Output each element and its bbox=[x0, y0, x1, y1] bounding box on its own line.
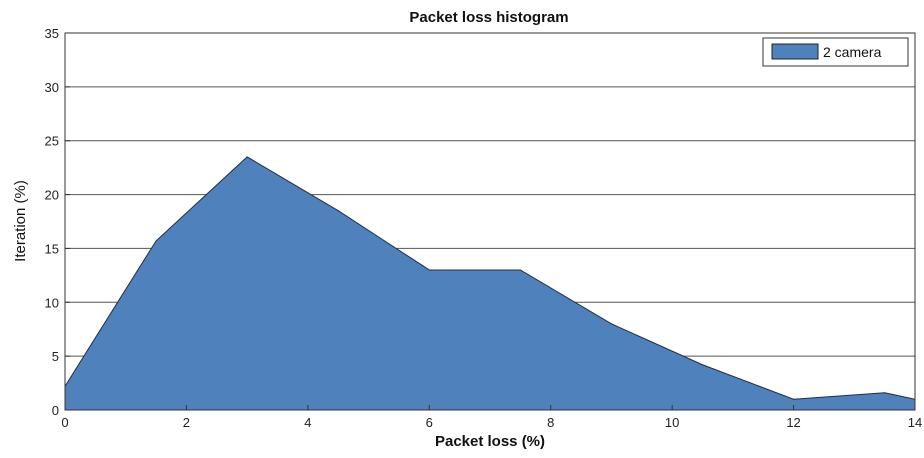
y-ticks: 0 5 10 15 20 25 30 35 bbox=[45, 26, 70, 418]
data-point-0-3 bbox=[337, 210, 339, 212]
legend-entry: 2 camera bbox=[823, 44, 882, 60]
data-point-0-2 bbox=[246, 156, 248, 158]
x-tick-label-2: 4 bbox=[304, 415, 311, 430]
x-tick-label-3: 6 bbox=[426, 415, 433, 430]
area-series-0 bbox=[64, 156, 916, 411]
x-tick-label-1: 2 bbox=[183, 415, 190, 430]
y-tick-label-1: 5 bbox=[52, 349, 59, 364]
data-point-0-1 bbox=[155, 240, 157, 242]
data-point-0-6 bbox=[610, 323, 612, 325]
plot-frame bbox=[64, 32, 916, 411]
x-tick-label-4: 8 bbox=[547, 415, 554, 430]
y-tick-label-4: 20 bbox=[45, 188, 59, 203]
y-tick-label-6: 30 bbox=[45, 80, 59, 95]
y-tick-label-7: 35 bbox=[45, 26, 59, 41]
data-point-0-4 bbox=[428, 269, 430, 271]
legend-swatch bbox=[771, 43, 819, 60]
data-point-0-9 bbox=[884, 392, 886, 394]
x-tick-label-5: 10 bbox=[665, 415, 679, 430]
data-point-0-7 bbox=[702, 364, 703, 366]
y-tick-label-3: 15 bbox=[45, 241, 59, 256]
x-axis-label: Packet loss (%) bbox=[435, 433, 545, 450]
x-tick-label-0: 0 bbox=[61, 415, 68, 430]
x-tick-label-7: 14 bbox=[908, 415, 922, 430]
legend: 2 camera bbox=[762, 37, 909, 67]
data-point-0-8 bbox=[793, 398, 795, 400]
y-axis-label: Iteration (%) bbox=[12, 180, 29, 262]
chart-title: Packet loss histogram bbox=[409, 9, 568, 26]
x-ticks: 0 2 4 6 8 10 12 14 bbox=[61, 405, 922, 430]
y-tick-label-0: 0 bbox=[52, 403, 59, 418]
y-tick-label-5: 25 bbox=[45, 134, 59, 149]
x-tick-label-6: 12 bbox=[786, 415, 800, 430]
data-point-0-5 bbox=[519, 269, 521, 271]
y-tick-label-2: 10 bbox=[45, 295, 59, 310]
